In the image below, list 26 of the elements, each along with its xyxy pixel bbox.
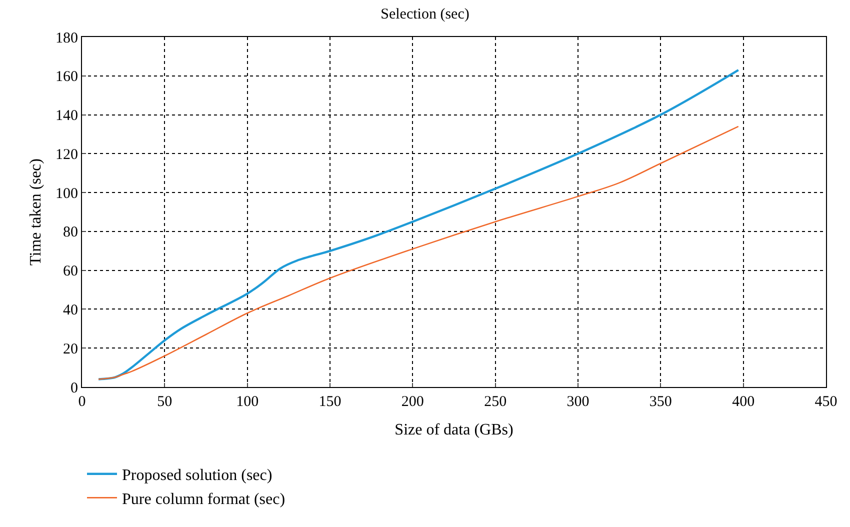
x-tick-label: 100 (236, 394, 259, 410)
y-tick-label: 60 (63, 264, 78, 280)
x-tick-label: 400 (732, 394, 755, 410)
line-series (97, 68, 740, 380)
x-tick-label: 350 (649, 394, 672, 410)
line-series (98, 126, 740, 380)
x-tick-label: 200 (401, 394, 424, 410)
y-tick-label: 0 (70, 380, 78, 396)
x-tick-label: 250 (484, 394, 507, 410)
legend-label: Proposed solution (sec) (122, 467, 272, 484)
y-tick-label: 100 (56, 186, 78, 202)
y-tick-label: 80 (63, 224, 78, 241)
chart-title: Selection (sec) (380, 6, 470, 22)
legend-label: Pure column format (sec) (122, 490, 286, 508)
x-tick-label: 50 (157, 394, 172, 410)
y-tick-label: 140 (56, 108, 78, 124)
y-tick-label: 180 (56, 30, 78, 46)
x-axis-title: Size of data (GBs) (394, 422, 514, 439)
y-tick-label: 160 (56, 69, 78, 86)
y-tick-label: 20 (63, 341, 78, 358)
y-tick-label: 40 (63, 302, 78, 318)
y-axis-title: Time taken (sec) (27, 158, 44, 266)
x-tick-label: 450 (814, 394, 838, 410)
x-tick-label: 300 (566, 394, 590, 410)
y-tick-label: 120 (56, 146, 78, 163)
x-tick-label: 150 (318, 394, 342, 410)
